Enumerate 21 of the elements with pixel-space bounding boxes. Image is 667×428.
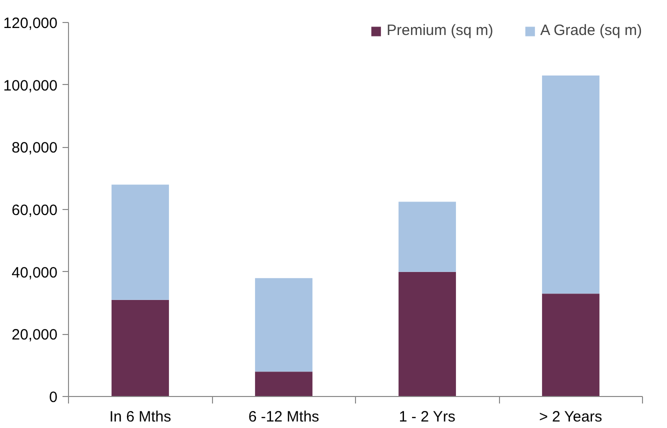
y-tick-label: 20,000: [12, 326, 58, 344]
y-tick-label: 80,000: [12, 140, 58, 157]
bar: [542, 75, 600, 294]
x-tick-label: > 2 Years: [539, 408, 602, 426]
bar: [398, 202, 456, 272]
x-tick-label: In 6 Mths: [109, 408, 172, 426]
bar: [255, 278, 312, 372]
y-tick-label: 60,000: [12, 202, 58, 219]
legend-label: Premium (sq m): [386, 22, 494, 39]
y-tick-label: 40,000: [12, 264, 58, 282]
bar: [112, 184, 169, 300]
y-tick-label: 0: [49, 389, 58, 406]
y-tick-label: 100,000: [3, 77, 58, 94]
y-tick-label: 120,000: [3, 15, 58, 32]
bar: [112, 300, 169, 396]
x-tick-label: 1 - 2 Yrs: [398, 408, 456, 426]
bar: [255, 372, 312, 396]
bar: [542, 294, 600, 396]
x-tick-label: 6 -12 Mths: [248, 408, 320, 426]
bar: [398, 272, 456, 396]
legend-label: A Grade (sq m): [540, 22, 642, 39]
